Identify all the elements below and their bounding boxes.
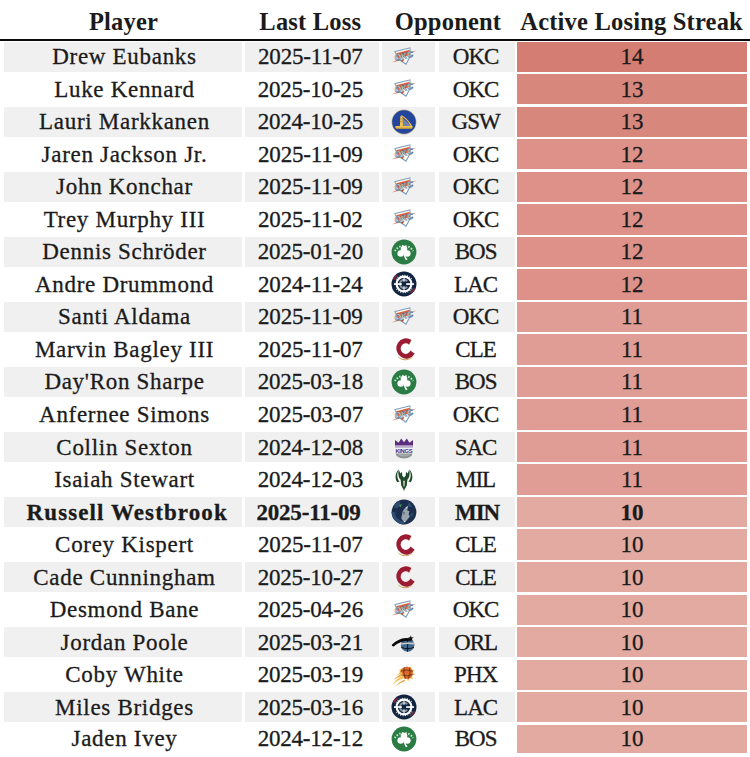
svg-text:KINGS: KINGS <box>395 448 412 454</box>
